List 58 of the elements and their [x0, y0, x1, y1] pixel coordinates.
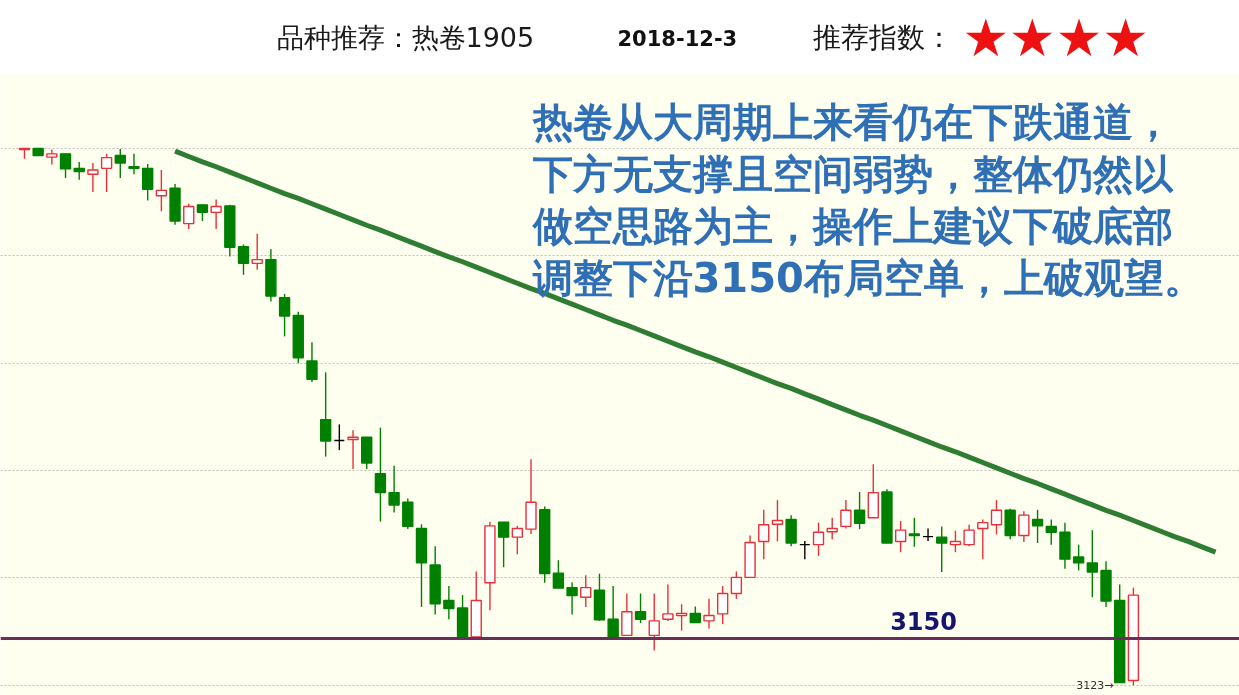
candlestick — [1072, 543, 1085, 572]
candlestick — [443, 585, 455, 620]
candlestick — [853, 491, 866, 530]
candlestick — [607, 585, 619, 638]
candlestick — [977, 518, 989, 560]
candlestick — [87, 162, 99, 193]
candlestick — [333, 423, 346, 451]
candlestick — [990, 499, 1003, 536]
candlestick — [758, 509, 770, 560]
candlestick — [319, 371, 332, 458]
candlestick — [771, 499, 784, 543]
candlestick — [621, 592, 633, 637]
candlestick — [716, 585, 729, 625]
candlestick — [634, 592, 647, 624]
annotation: 热卷从大周期上来看仍在下跌通道，下方无支撑且空间弱势，整体仍然以做空思路为主，操作上建议下破底部调整下沿3150布局空单，上破观望。 — [530, 98, 1204, 301]
candlestick — [963, 524, 975, 547]
candlestick — [183, 203, 195, 230]
candlestick — [840, 499, 852, 530]
candlestick — [511, 525, 524, 556]
text: 推荐指数： — [812, 21, 953, 54]
candlestick — [1018, 510, 1030, 543]
candlestick — [306, 341, 318, 383]
chart-subtitle: 2018-12-3 — [617, 26, 738, 51]
candlestick — [785, 514, 797, 547]
candlestick — [141, 163, 154, 202]
candlestick — [908, 517, 921, 548]
candlestick — [580, 574, 592, 608]
candlestick — [59, 153, 72, 179]
candlestick — [237, 243, 250, 276]
chart-title: 品种推荐：热卷1905 — [276, 22, 535, 53]
candlestick — [799, 540, 811, 560]
candlestick — [278, 293, 291, 338]
candlestick — [128, 153, 140, 175]
candlestick — [566, 581, 578, 616]
candlestick — [812, 521, 825, 557]
text: ★★★★ — [962, 7, 1149, 68]
candlestick — [662, 583, 674, 622]
candlestick — [730, 570, 743, 600]
candlestick — [703, 598, 715, 630]
candlestick — [114, 148, 126, 179]
candlestick — [388, 465, 400, 514]
candlestick — [1031, 509, 1044, 544]
candlestick — [1045, 518, 1057, 546]
candlestick — [497, 521, 510, 568]
candlestick — [936, 525, 948, 573]
annotation: 3123→ — [1076, 678, 1114, 692]
candlestick — [922, 527, 934, 542]
candlestick — [374, 426, 387, 523]
candlestick — [210, 198, 222, 230]
candlestick — [648, 592, 660, 652]
annotation: 3150 — [890, 607, 957, 636]
candlestick — [347, 429, 359, 470]
candlestick — [552, 559, 565, 589]
candlestick — [1086, 529, 1099, 598]
candlestick — [100, 153, 113, 193]
candlestick — [894, 520, 907, 553]
candlestick — [46, 148, 58, 166]
candlestick — [251, 233, 263, 271]
